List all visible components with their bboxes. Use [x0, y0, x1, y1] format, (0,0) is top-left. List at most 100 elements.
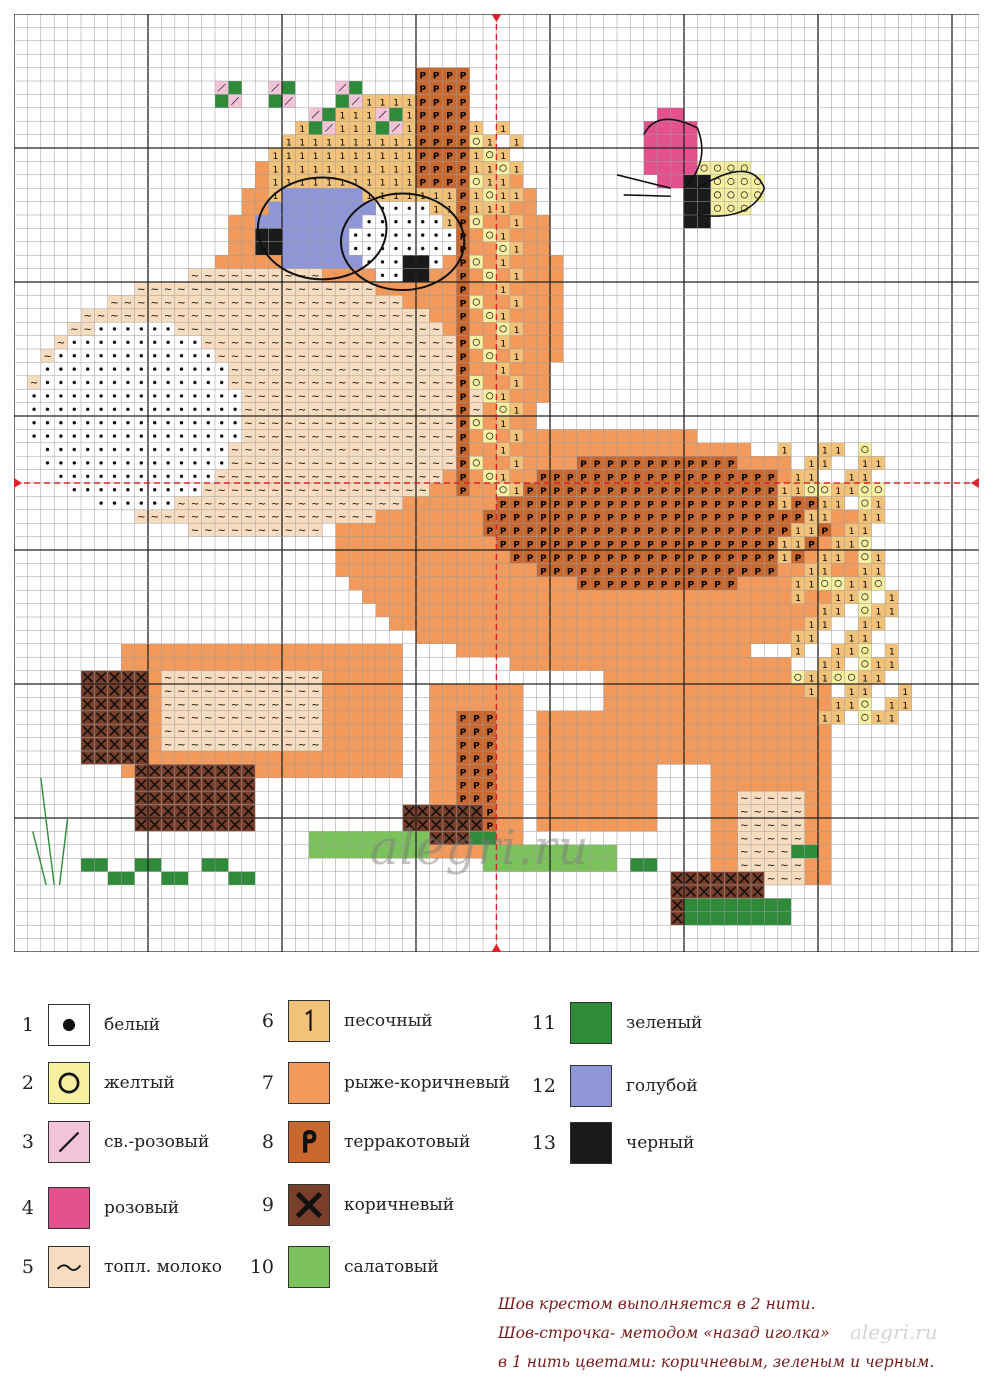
stitch-cell-orange	[442, 483, 457, 497]
stitch-cell-sand	[791, 590, 805, 604]
stitch-symbol	[86, 407, 90, 411]
note-line-2: Шов-строчка- методом «назад иголка»	[498, 1324, 830, 1342]
stitch-cell-milk	[751, 804, 765, 818]
stitch-symbol	[99, 380, 103, 385]
stitch-cell-milk	[228, 442, 242, 457]
stitch-symbol: ~	[285, 727, 293, 738]
stitch-symbol: ~	[271, 673, 279, 684]
stitch-cell-orange	[590, 751, 604, 765]
stitch-symbol: 1	[862, 567, 868, 577]
stitch-cell-terra	[684, 509, 698, 524]
stitch-symbol: P	[607, 567, 614, 577]
stitch-cell-orange	[509, 804, 524, 818]
stitch-cell-milk	[402, 389, 416, 403]
stitch-symbol: ~	[191, 284, 199, 295]
stitch-cell-orange	[724, 737, 738, 751]
stitch-symbol	[486, 151, 494, 159]
stitch-cell-sand	[442, 188, 457, 202]
stitch-symbol	[367, 220, 371, 224]
stitch-cell-black	[416, 255, 430, 269]
stitch-cell-orange	[617, 603, 631, 617]
stitch-cell-orange	[724, 684, 738, 698]
stitch-cell-orange	[536, 335, 550, 349]
stitch-cell-orange	[550, 282, 564, 296]
stitch-cell-orange	[456, 536, 470, 550]
stitch-symbol: P	[554, 567, 561, 577]
stitch-cell-orange	[550, 617, 564, 631]
stitch-cell-orange	[536, 630, 550, 644]
stitch-symbol	[82, 672, 93, 683]
stitch-cell-terra	[751, 550, 765, 564]
stitch-symbol: P	[420, 179, 427, 189]
stitch-cell-pink	[657, 134, 671, 148]
stitch-cell-yellow	[496, 241, 510, 256]
stitch-symbol: 1	[380, 152, 386, 162]
stitch-cell-milk	[255, 375, 269, 390]
stitch-symbol: ~	[191, 700, 199, 711]
stitch-cell-orange	[509, 335, 524, 349]
legend-label: салатовый	[344, 1257, 439, 1277]
stitch-cell-sand	[871, 509, 885, 524]
stitch-cell-orange	[670, 643, 684, 658]
stitch-symbol	[32, 434, 36, 438]
stitch-symbol	[404, 806, 415, 817]
stitch-symbol: 1	[876, 675, 882, 685]
stitch-cell-salad	[362, 831, 376, 845]
stitch-symbol: ~	[365, 445, 373, 456]
stitch-cell-terra	[456, 751, 470, 765]
stitch-cell-sand	[322, 161, 336, 175]
stitch-cell-orange	[697, 684, 711, 698]
stitch-symbol: ~	[311, 526, 319, 537]
stitch-cell-terra	[416, 67, 430, 81]
stitch-symbol	[206, 421, 210, 425]
stitch-symbol	[430, 806, 442, 817]
stitch-symbol: P	[554, 514, 561, 524]
stitch-cell-terra	[697, 509, 711, 524]
stitch-symbol	[220, 367, 224, 371]
stitch-cell-orange	[429, 791, 443, 805]
stitch-cell-milk	[282, 496, 296, 510]
stitch-cell-orange	[416, 536, 430, 550]
stitch-cell-orange	[737, 737, 751, 751]
stitch-cell-orange	[442, 751, 457, 765]
stitch-cell-orange	[148, 737, 162, 751]
stitch-cell-sand	[818, 603, 832, 617]
stitch-cell-sand	[402, 121, 416, 135]
stitch-symbol: ~	[405, 459, 413, 470]
stitch-cell-yellow	[469, 215, 483, 229]
stitch-cell-milk	[322, 402, 336, 416]
stitch-symbol	[45, 367, 50, 371]
stitch-cell-orange	[496, 550, 510, 564]
stitch-cell-orange	[523, 215, 537, 229]
stitch-symbol: ~	[432, 445, 440, 456]
stitch-symbol: ~	[204, 673, 212, 684]
stitch-symbol: P	[647, 567, 654, 577]
stitch-cell-orange	[456, 496, 470, 510]
stitch-symbol	[109, 739, 120, 750]
stitch-cell-orange	[268, 764, 282, 778]
stitch-symbol: ~	[164, 673, 172, 684]
stitch-symbol: ~	[311, 392, 319, 403]
stitch-cell-milk	[268, 684, 282, 698]
stitch-cell-salad	[389, 844, 403, 859]
stitch-symbol: 1	[782, 447, 788, 457]
stitch-symbol: P	[513, 541, 520, 551]
stitch-symbol: 1	[366, 112, 372, 122]
stitch-symbol	[434, 220, 438, 224]
stitch-symbol: ~	[97, 311, 105, 322]
stitch-cell-orange	[697, 724, 711, 738]
stitch-cell-blue	[308, 215, 323, 229]
stitch-symbol: ~	[338, 485, 346, 496]
stitch-cell-terra	[550, 563, 564, 577]
stitch-cell-terra	[469, 764, 483, 778]
stitch-symbol: P	[513, 514, 520, 524]
stitch-cell-green	[764, 911, 778, 926]
stitch-cell-orange	[563, 791, 577, 805]
stitch-cell-terra	[643, 509, 658, 524]
stitch-cell-orange	[201, 751, 215, 765]
stitch-symbol: 1	[876, 567, 882, 577]
stitch-cell-terra	[456, 148, 470, 162]
stitch-cell-sand	[844, 523, 859, 537]
stitch-symbol: P	[661, 514, 668, 524]
stitch-cell-green	[201, 858, 215, 872]
